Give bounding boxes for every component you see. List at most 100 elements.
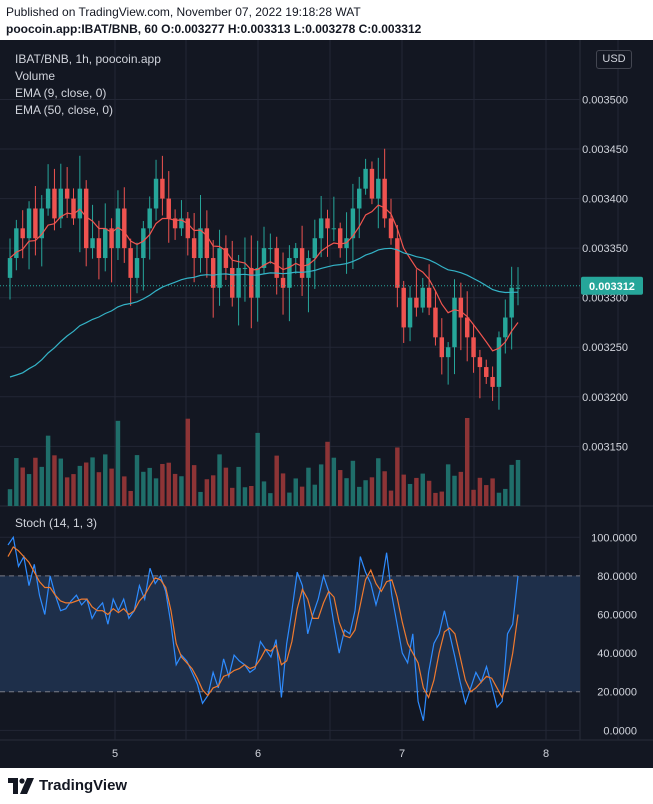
volume-bar	[395, 447, 400, 506]
candle-body	[382, 178, 387, 219]
stoch-lines	[7, 535, 519, 721]
volume-bar	[217, 454, 222, 506]
candle-body	[166, 198, 171, 219]
volume-bar	[147, 467, 152, 506]
candle-body	[64, 188, 70, 199]
volume-bar	[7, 489, 13, 506]
brand-logo[interactable]: TradingView	[8, 777, 127, 794]
candle-body	[45, 188, 51, 209]
volume-bar	[52, 455, 57, 506]
candle-body	[369, 168, 375, 199]
candle-body	[134, 258, 140, 278]
volume-bar	[172, 473, 178, 506]
candle-body	[350, 208, 356, 239]
volume-bar	[236, 466, 241, 506]
volume-bar	[134, 455, 140, 506]
volume-bar	[287, 492, 292, 506]
stoch-tick-label: 60.0000	[597, 610, 637, 622]
candle-body	[230, 267, 235, 298]
symbol-ohlc: poocoin.app:IBAT/BNB, 60 O:0.003277 H:0.…	[6, 22, 422, 36]
candle-body	[179, 218, 184, 229]
candle-body	[477, 357, 483, 368]
ema-slow-line	[9, 247, 519, 378]
candle-body	[306, 258, 311, 278]
stoch-tick-label: 20.0000	[597, 687, 637, 699]
currency-button[interactable]: USD	[596, 50, 632, 69]
volume-bar	[268, 493, 273, 506]
volume-bar	[357, 486, 362, 506]
volume-bar	[58, 458, 64, 506]
legend-symbol[interactable]: IBAT/BNB, 1h, poocoin.app	[15, 52, 161, 66]
volume-bar	[26, 474, 32, 506]
time-tick-label: 6	[255, 748, 261, 760]
volume-bar	[484, 485, 489, 506]
candle-body	[242, 267, 248, 269]
legend-stoch[interactable]: Stoch (14, 1, 3)	[15, 516, 98, 530]
volume-bar	[452, 475, 457, 506]
legend-volume[interactable]: Volume	[15, 69, 56, 83]
volume-bar	[83, 462, 89, 506]
stoch-band	[0, 575, 580, 693]
volume-bar	[204, 479, 210, 506]
volume-bar	[274, 455, 279, 506]
volume-bar	[198, 491, 203, 506]
candle-body	[312, 238, 318, 259]
candle-body	[274, 248, 279, 278]
volume-bar	[39, 466, 44, 506]
volume-bar	[515, 459, 521, 506]
stoch-d-line	[7, 546, 519, 700]
stoch-tick-label: 0.0000	[603, 725, 637, 737]
legend-ema-fast[interactable]: EMA (9, close, 0)	[15, 86, 107, 100]
time-tick-label: 8	[543, 748, 549, 760]
candle-body	[153, 178, 159, 209]
volume-bar	[388, 490, 394, 506]
footer-bar: TradingView	[0, 768, 653, 804]
ema-lines	[9, 204, 519, 378]
volume-bar	[312, 484, 318, 506]
volume-bar	[261, 481, 267, 506]
candle-body	[122, 208, 127, 249]
volume-bar	[306, 467, 311, 506]
candle-body	[490, 376, 495, 387]
candle-body	[261, 248, 267, 268]
brand-name: TradingView	[39, 777, 128, 794]
candle-body	[509, 287, 514, 318]
volume-bar	[153, 478, 159, 506]
volume-bar	[96, 472, 102, 506]
ema-fast-line	[9, 204, 519, 352]
candle-body	[439, 337, 445, 358]
candle-body	[39, 208, 44, 239]
candle-body	[191, 238, 197, 259]
price-scale-bg[interactable]	[580, 40, 653, 768]
stoch-band-fill	[0, 575, 580, 692]
volume-bar	[20, 467, 25, 506]
volume-bar	[77, 465, 83, 506]
volume-bar	[407, 483, 413, 506]
candle-body	[299, 248, 305, 278]
volume-bar	[280, 473, 286, 506]
volume-bar	[337, 470, 343, 506]
candle-body	[268, 248, 273, 250]
price-tick-label: 0.003200	[582, 392, 628, 404]
volume-bar	[64, 477, 70, 506]
volume-bar	[331, 457, 337, 506]
volume-bar	[299, 486, 305, 506]
time-tick-label: 7	[399, 748, 405, 760]
volume-bar	[420, 473, 425, 506]
volume-bar	[433, 492, 438, 506]
last-price-label: 0.003312	[589, 281, 635, 293]
volume-bar	[350, 460, 356, 506]
chart-area[interactable]: 0.003500 0.003450 0.003400 0.003350 0.003300…	[0, 40, 653, 768]
candle-body	[83, 188, 89, 249]
candle-body	[458, 297, 464, 318]
candle-body	[484, 367, 489, 377]
volume-bar	[166, 462, 171, 506]
candle-body	[249, 267, 254, 298]
candle-body	[90, 238, 95, 249]
candle-body	[103, 228, 108, 259]
volume-bar	[376, 458, 381, 506]
candle-body	[407, 297, 413, 328]
last-price-marker: 0.003312	[0, 276, 643, 295]
legend-ema-slow[interactable]: EMA (50, close, 0)	[15, 103, 114, 117]
candle-body	[363, 168, 368, 189]
